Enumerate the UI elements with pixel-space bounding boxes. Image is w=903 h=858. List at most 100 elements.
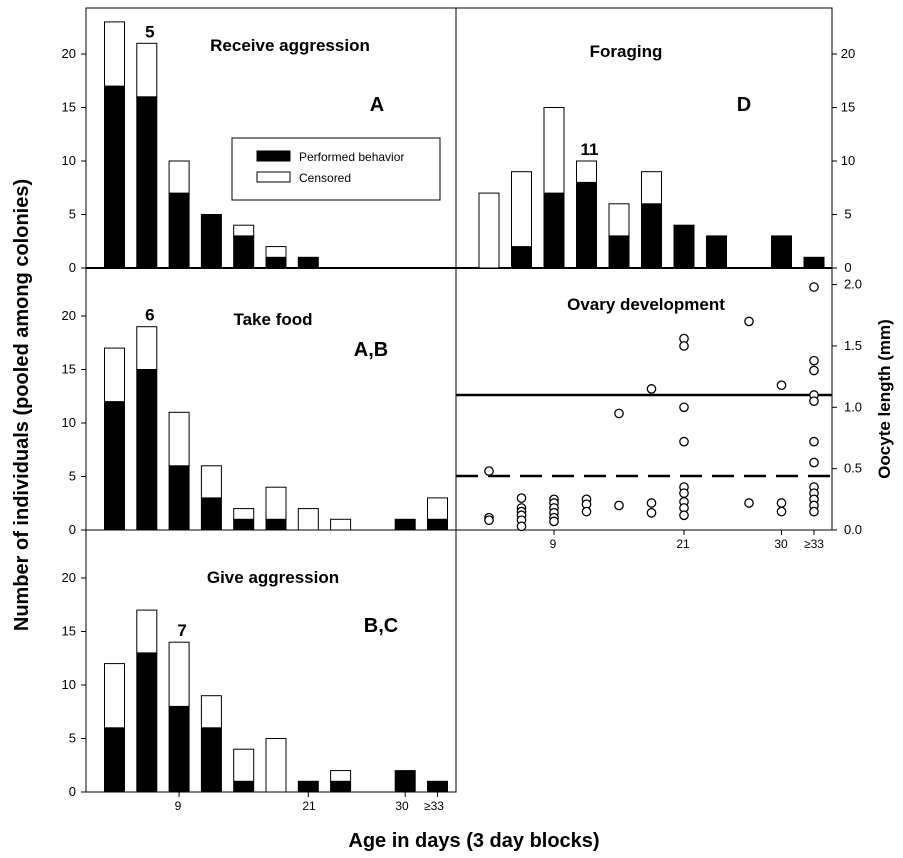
x-tick-label-30: 30: [395, 799, 409, 813]
x-tick-label-21: 21: [302, 799, 316, 813]
take-food-bar-censored: [330, 518, 352, 531]
plot-layer: 0 5 10 15 20 5 0 5 10 15 20 6 0 5 10 15 20 7 0 5 10 15 20 11 0.0…: [62, 21, 862, 799]
take-food-bar-performed: [265, 518, 287, 531]
legend-label-performed: Performed behavior: [299, 150, 404, 164]
give-aggression-bar-performed: [104, 727, 125, 793]
receive-aggression-bar-performed: [265, 256, 287, 269]
take-food-bar-performed: [233, 518, 255, 531]
ovary-development-point: [679, 510, 689, 521]
give-aggression-y-tick-label: 0: [69, 784, 76, 799]
give-aggression-bar-performed: [168, 705, 190, 793]
take-food-bar-performed: [394, 518, 416, 531]
take-food-bar-censored: [136, 326, 158, 371]
panel-letter-take-food: A,B: [354, 339, 388, 361]
take-food-bar-performed: [200, 497, 222, 531]
ovary-x-tick-label-30: 30: [774, 537, 788, 551]
receive-aggression-bar-performed: [104, 85, 125, 269]
take-food-y-tick-label: 20: [62, 308, 76, 323]
panel-title-receive-aggression: Receive aggression: [210, 36, 370, 55]
foraging-bar-censored: [478, 192, 500, 269]
ovary-development-y-tick-label: 0.0: [844, 522, 862, 537]
receive-aggression-bar-performed: [168, 192, 190, 269]
foraging-bar-censored: [641, 171, 662, 205]
foraging-y-tick-label: 15: [841, 100, 855, 115]
give-aggression-bar-performed: [427, 780, 448, 793]
foraging-bar-censored: [576, 160, 597, 183]
foraging-bar-performed: [576, 181, 597, 269]
ovary-development-point: [549, 516, 559, 527]
take-food-y-tick-label: 15: [62, 362, 76, 377]
foraging-bar-censored: [511, 171, 532, 248]
receive-aggression-bar-performed: [200, 214, 222, 269]
ovary-development-point: [484, 466, 494, 476]
take-food-bar-censored: [168, 411, 190, 467]
ovary-development-point: [809, 436, 819, 447]
legend-swatch-censored: [256, 171, 291, 183]
give-aggression-y-tick-label: 15: [62, 624, 76, 639]
x-tick-label-9: 9: [175, 799, 182, 813]
foraging-y-tick-label: 5: [844, 207, 851, 222]
ovary-development-y-tick-label: 2.0: [844, 277, 862, 292]
give-aggression-bar-censored: [136, 609, 158, 654]
panel-letter-receive-aggression: A: [370, 94, 384, 116]
take-food-median-marker: 6: [145, 306, 154, 325]
y-axis-label-left: Number of individuals (pooled among colo…: [11, 179, 33, 631]
foraging-bar-performed: [771, 235, 792, 269]
receive-aggression-y-tick-label: 5: [69, 207, 76, 222]
ovary-development-point: [581, 506, 592, 517]
foraging-y-tick-label: 20: [841, 46, 855, 61]
panel-title-take-food: Take food: [233, 310, 312, 329]
give-aggression-bar-censored: [233, 748, 255, 782]
foraging-median-marker: 11: [581, 140, 599, 159]
give-aggression-y-tick-label: 5: [69, 731, 76, 746]
ovary-development-point: [809, 457, 819, 468]
receive-aggression-median-marker: 5: [145, 22, 154, 41]
receive-aggression-y-tick-label: 0: [69, 260, 76, 275]
foraging-bar-censored: [608, 203, 630, 237]
receive-aggression-bar-performed: [297, 256, 319, 269]
ovary-development-point: [614, 500, 624, 511]
ovary-x-tick-label-9: 9: [550, 537, 557, 551]
receive-aggression-bar-censored: [233, 224, 255, 237]
receive-aggression-y-tick-label: 20: [62, 46, 76, 61]
take-food-y-tick-label: 10: [62, 415, 76, 430]
receive-aggression-bar-performed: [233, 235, 255, 269]
legend: Performed behavior Censored: [231, 137, 441, 201]
ovary-development-point: [516, 493, 527, 503]
foraging-bar-censored: [543, 107, 565, 194]
receive-aggression-bar-censored: [265, 246, 287, 258]
ovary-development-point: [809, 396, 819, 407]
receive-aggression-y-tick-label: 15: [62, 100, 76, 115]
give-aggression-bar-censored: [104, 663, 125, 729]
foraging-bar-performed: [803, 256, 825, 269]
panel-title-ovary-development: Ovary development: [567, 295, 725, 314]
give-aggression-bar-censored: [200, 695, 222, 729]
y-axis-label-right: Oocyte length (mm): [875, 319, 894, 479]
take-food-bar-performed: [427, 518, 448, 531]
take-food-bar-performed: [104, 401, 125, 531]
take-food-bar-censored: [265, 486, 287, 520]
give-aggression-bar-performed: [297, 780, 319, 793]
ovary-development-point: [744, 316, 754, 327]
ovary-development-point: [614, 408, 624, 419]
give-aggression-bar-performed: [136, 652, 158, 793]
give-aggression-median-marker: 7: [177, 621, 186, 640]
give-aggression-bar-censored: [265, 738, 287, 793]
x-axis-label: Age in days (3 day blocks): [348, 830, 599, 852]
foraging-y-tick-label: 0: [844, 260, 851, 275]
take-food-bar-censored: [104, 347, 125, 403]
legend-swatch-performed: [256, 150, 291, 162]
receive-aggression-bar-performed: [136, 96, 158, 269]
ovary-development-point: [776, 506, 787, 517]
ovary-development-point: [809, 355, 819, 366]
foraging-bar-performed: [511, 246, 532, 269]
foraging-y-tick-label: 10: [841, 153, 855, 168]
take-food-y-tick-label: 5: [69, 469, 76, 484]
ovary-development-point: [679, 488, 689, 499]
receive-aggression-bar-censored: [136, 42, 158, 98]
take-food-bar-censored: [200, 465, 222, 499]
ovary-development-point: [809, 506, 819, 517]
take-food-bar-censored: [297, 508, 319, 531]
foraging-bar-performed: [706, 235, 727, 269]
ovary-development-point: [809, 282, 819, 292]
